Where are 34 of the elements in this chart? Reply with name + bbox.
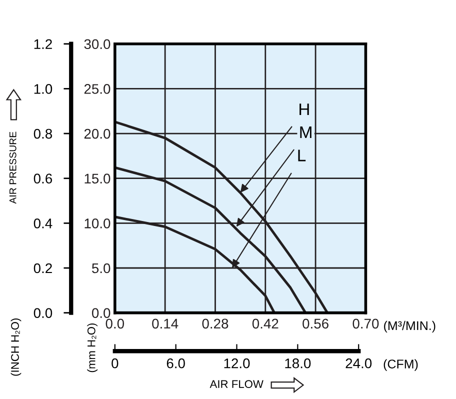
annotation: M (300, 126, 312, 138)
y2-tick-label: 0.6 (34, 174, 52, 184)
y-tick-label: 10.0 (84, 218, 110, 228)
x-tick-label: 0.70 (352, 318, 379, 329)
y2-tick-label: 0.2 (34, 263, 52, 274)
y2-tick-label: 0.8 (34, 128, 52, 139)
x2-axis-title: (CFM) (384, 359, 418, 371)
y2-tick-label: 0.4 (34, 218, 52, 228)
y2-tick-label: 0.0 (34, 308, 52, 318)
x2-tick-label: 6.0 (166, 358, 185, 368)
y2-tick-label: 1.2 (34, 39, 52, 49)
y-tick-label: 25.0 (84, 84, 110, 94)
y-tick-label: 30.0 (84, 39, 110, 50)
y-tick-label: 5.0 (92, 263, 110, 274)
x-tick-label: 0.42 (252, 318, 278, 329)
y-tick-label: 20.0 (84, 128, 110, 139)
x2-tick-label: 0 (112, 358, 118, 368)
y-tick-label: 15.0 (84, 174, 110, 184)
y2-axis-title: (INCH H₂O) (10, 318, 22, 376)
y-axis-title: (mm H₂O) (87, 323, 98, 372)
x2-tick-label: 24.0 (346, 358, 372, 368)
x-tick-label: 0.56 (302, 318, 328, 329)
text: AIR PRESSURE (9, 132, 16, 204)
annotation: H (300, 104, 309, 116)
x-tick-label: 0.0 (106, 318, 124, 329)
x-axis-title: (M³/MIN.) (384, 320, 436, 333)
x2-tick-label: 18.0 (285, 358, 311, 368)
y2-tick-label: 1.0 (34, 84, 52, 94)
text: AIR FLOW (210, 380, 264, 388)
y-tick-label: 0.0 (92, 308, 110, 318)
annotation: L (298, 150, 306, 162)
x-tick-label: 0.28 (202, 318, 228, 329)
x-tick-label: 0.14 (152, 318, 178, 329)
x2-tick-label: 12.0 (224, 358, 250, 368)
